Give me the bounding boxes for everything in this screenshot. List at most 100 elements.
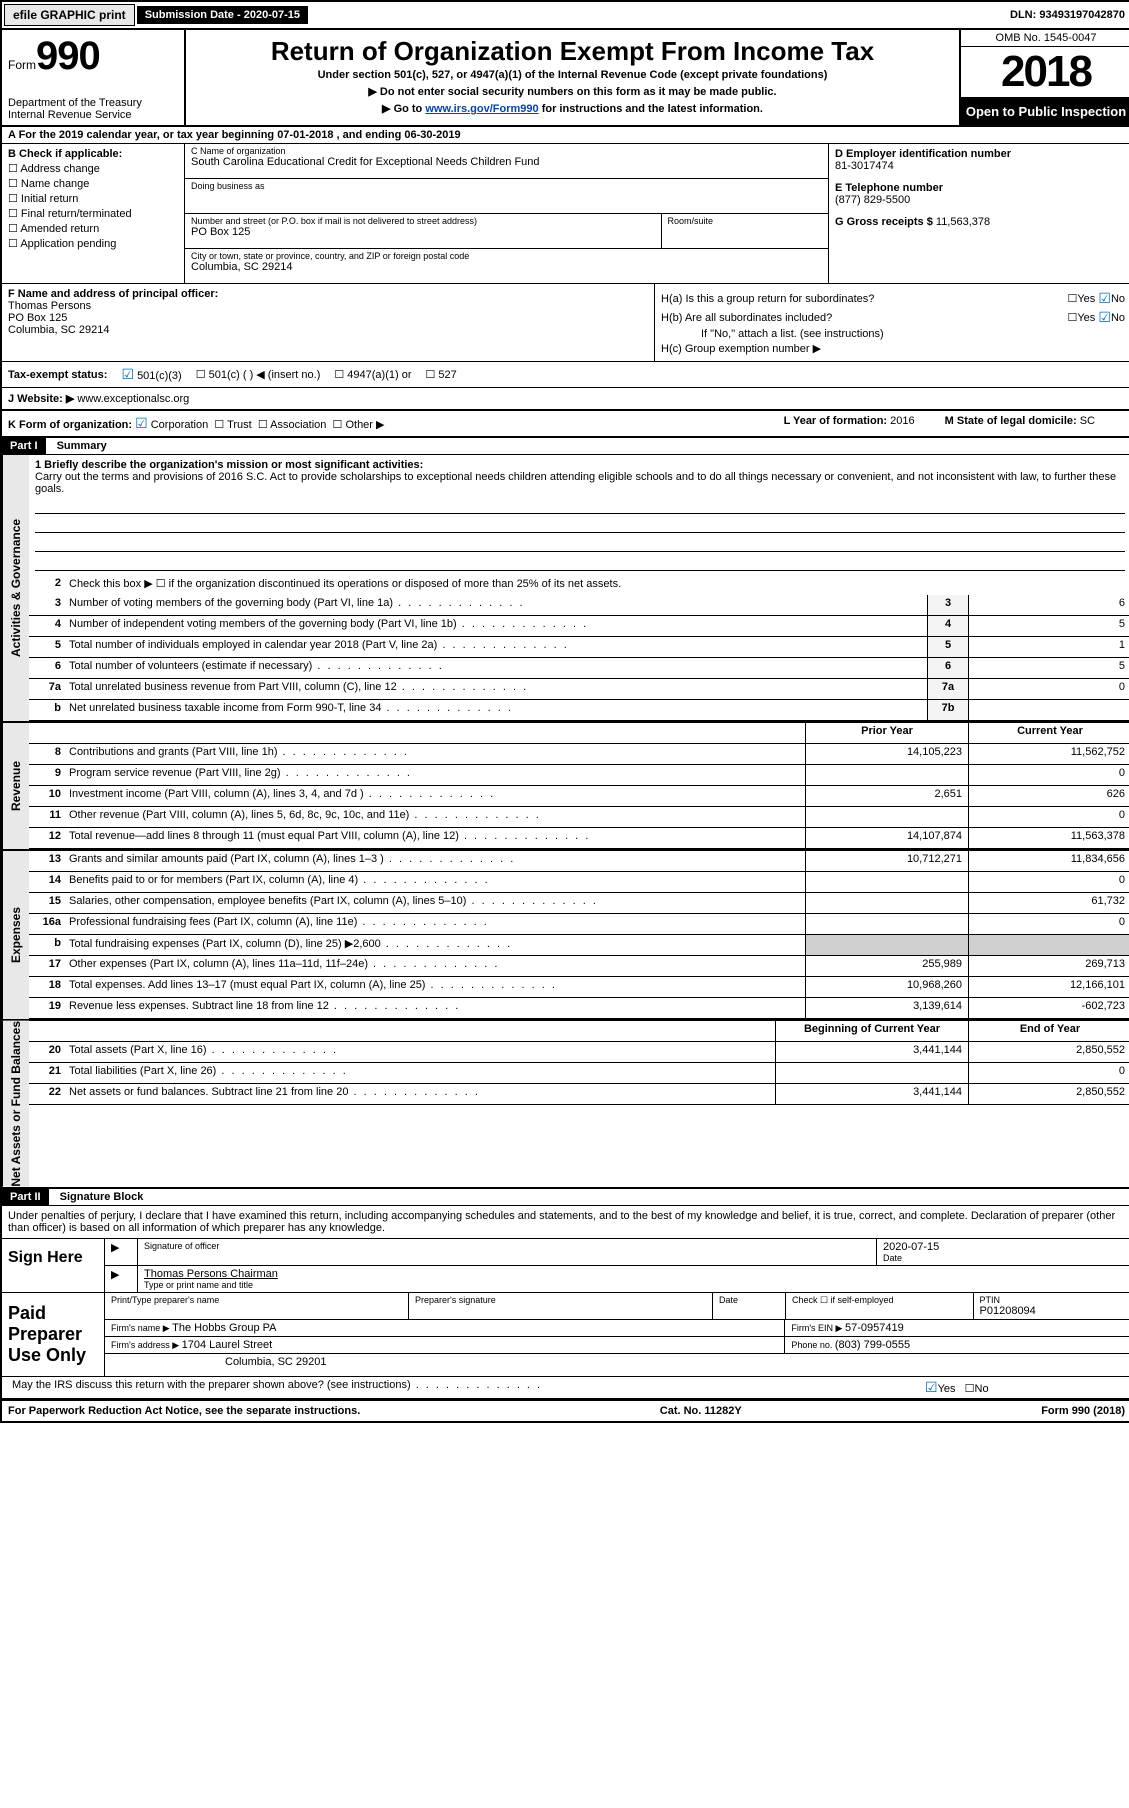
prep-sig-label: Preparer's signature	[415, 1295, 706, 1305]
line-box: 5	[927, 637, 968, 657]
form-word: Form	[8, 58, 36, 72]
revenue-section: Revenue Prior Year Current Year 8 Contri…	[2, 723, 1129, 851]
prior-value: 10,712,271	[805, 851, 968, 871]
firm-city: Columbia, SC 29201	[105, 1354, 1129, 1370]
current-value: 0	[968, 872, 1129, 892]
gross-receipts-block: G Gross receipts $ 11,563,378	[835, 216, 1125, 228]
no-label: No	[1111, 312, 1125, 324]
self-employed-check[interactable]: Check ☐ if self-employed	[792, 1295, 967, 1306]
firm-addr-label: Firm's address ▶	[111, 1340, 182, 1350]
underline	[35, 497, 1125, 514]
officer-name: Thomas Persons	[8, 300, 648, 312]
corp-checked[interactable]: ☑	[135, 415, 148, 431]
line-desc: Net unrelated business taxable income fr…	[65, 700, 927, 720]
line-desc: Grants and similar amounts paid (Part IX…	[65, 851, 805, 871]
no-label: No	[1111, 293, 1125, 305]
address-row: Number and street (or P.O. box if mail i…	[185, 214, 828, 249]
cb-final-return[interactable]: ☐ Final return/terminated	[8, 207, 178, 220]
efile-print-button[interactable]: efile GRAPHIC print	[4, 4, 135, 26]
city-value: Columbia, SC 29214	[191, 261, 822, 273]
hc-row: H(c) Group exemption number ▶	[661, 342, 1125, 355]
footer-right: Form 990 (2018)	[1041, 1405, 1125, 1417]
line-desc: Total number of volunteers (estimate if …	[65, 658, 927, 678]
4947-unchecked[interactable]: ☐ 4947(a)(1) or	[334, 368, 411, 381]
expenses-body: 13 Grants and similar amounts paid (Part…	[29, 851, 1129, 1019]
other-label[interactable]: Other ▶	[345, 419, 384, 431]
501c-unchecked[interactable]: ☐ 501(c) ( ) ◀ (insert no.)	[196, 368, 321, 381]
line-num: 14	[29, 872, 65, 892]
trust-label[interactable]: Trust	[227, 419, 252, 431]
cb-amended[interactable]: ☐ Amended return	[8, 222, 178, 235]
sign-body: ▶ Signature of officer 2020-07-15Date ▶ …	[105, 1239, 1129, 1292]
cb-name-change[interactable]: ☐ Name change	[8, 177, 178, 190]
prior-value: 3,441,144	[775, 1042, 968, 1062]
table-row: 22 Net assets or fund balances. Subtract…	[29, 1084, 1129, 1105]
header-left: Form990 Department of the Treasury Inter…	[2, 30, 186, 125]
cb-application-pending[interactable]: ☐ Application pending	[8, 237, 178, 250]
firm-name-label: Firm's name ▶	[111, 1323, 172, 1333]
form-990-page: efile GRAPHIC print Submission Date - 20…	[0, 0, 1129, 1423]
ha-yes[interactable]: ☐Yes	[1067, 292, 1095, 305]
subtitle-2: Do not enter social security numbers on …	[194, 85, 951, 98]
prior-value	[805, 872, 968, 892]
current-value: 2,850,552	[968, 1042, 1129, 1062]
hb-yes[interactable]: ☐Yes	[1067, 311, 1095, 324]
cb-label: Name change	[21, 178, 90, 190]
line-num: 4	[29, 616, 65, 636]
sig-line-2: ▶ Thomas Persons ChairmanType or print n…	[105, 1266, 1129, 1292]
line-num: b	[29, 935, 65, 955]
prior-value: 3,441,144	[775, 1084, 968, 1104]
ha-no-checked[interactable]: ☑	[1098, 290, 1111, 307]
preparer-body: Print/Type preparer's name Preparer's si…	[105, 1293, 1129, 1376]
cb-address-change[interactable]: ☐ Address change	[8, 162, 178, 175]
current-value: 626	[968, 786, 1129, 806]
line-value: 1	[968, 637, 1129, 657]
page-footer: For Paperwork Reduction Act Notice, see …	[2, 1399, 1129, 1421]
c3-label: 501(c)(3)	[137, 370, 182, 382]
527-unchecked[interactable]: ☐ 527	[426, 368, 457, 381]
ein-label: D Employer identification number	[835, 148, 1125, 160]
submission-date-value: 2020-07-15	[244, 9, 300, 21]
gross-value: 11,563,378	[936, 216, 990, 228]
hb-no-checked[interactable]: ☑	[1098, 309, 1111, 326]
expenses-section: Expenses 13 Grants and similar amounts p…	[2, 851, 1129, 1021]
line-desc: Number of independent voting members of …	[65, 616, 927, 636]
line-desc: Benefits paid to or for members (Part IX…	[65, 872, 805, 892]
ein-block: D Employer identification number 81-3017…	[835, 148, 1125, 172]
no-label[interactable]: No	[975, 1383, 989, 1395]
block-h: H(a) Is this a group return for subordin…	[655, 284, 1129, 361]
net-assets-body: Beginning of Current Year End of Year 20…	[29, 1021, 1129, 1187]
cb-initial-return[interactable]: ☐ Initial return	[8, 192, 178, 205]
501c3-checked[interactable]: ☑ 501(c)(3)	[121, 366, 181, 383]
table-row: 15 Salaries, other compensation, employe…	[29, 893, 1129, 914]
prior-value	[805, 914, 968, 934]
line-box: 7a	[927, 679, 968, 699]
vtab-governance: Activities & Governance	[2, 455, 29, 721]
assoc-label[interactable]: Association	[270, 419, 326, 431]
line-desc: Total assets (Part X, line 16)	[65, 1042, 775, 1062]
hb-row: H(b) Are all subordinates included? ☐Yes…	[661, 309, 1125, 326]
street-label: Number and street (or P.O. box if mail i…	[191, 216, 655, 226]
dln-number: DLN: 93493197042870	[1010, 9, 1129, 21]
discuss-yes-checked[interactable]: ☑	[925, 1379, 938, 1395]
line-desc: Total liabilities (Part X, line 26)	[65, 1063, 775, 1083]
top-toolbar: efile GRAPHIC print Submission Date - 20…	[2, 2, 1129, 30]
governance-body: 1 Briefly describe the organization's mi…	[29, 455, 1129, 721]
line-value	[968, 700, 1129, 720]
beginning-header: Beginning of Current Year	[775, 1021, 968, 1041]
m-state: M State of legal domicile: SC	[945, 415, 1095, 432]
form990-link[interactable]: www.irs.gov/Form990	[425, 103, 538, 115]
cb-label: Amended return	[20, 223, 99, 235]
col-b-title: B Check if applicable:	[8, 148, 178, 160]
type-print-label: Type or print name and title	[144, 1280, 1125, 1290]
table-row: 19 Revenue less expenses. Subtract line …	[29, 998, 1129, 1019]
l-label: L Year of formation:	[784, 415, 891, 427]
tax-exempt-status: Tax-exempt status: ☑ 501(c)(3) ☐ 501(c) …	[2, 362, 1129, 388]
yes-label: Yes	[1077, 293, 1095, 305]
line-desc: Total number of individuals employed in …	[65, 637, 927, 657]
line-num: 21	[29, 1063, 65, 1083]
officer-addr1: PO Box 125	[8, 312, 648, 324]
line-value: 6	[968, 595, 1129, 615]
current-year-header: Current Year	[968, 723, 1129, 743]
m-value: SC	[1080, 415, 1095, 427]
